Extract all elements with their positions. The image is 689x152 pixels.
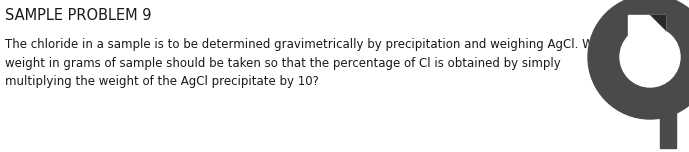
Circle shape: [620, 27, 680, 87]
Polygon shape: [628, 15, 665, 62]
Polygon shape: [649, 15, 665, 31]
Text: SAMPLE PROBLEM 9: SAMPLE PROBLEM 9: [5, 8, 152, 23]
Polygon shape: [660, 57, 676, 148]
Text: The chloride in a sample is to be determined gravimetrically by precipitation an: The chloride in a sample is to be determ…: [5, 38, 613, 88]
Polygon shape: [649, 15, 665, 31]
Circle shape: [588, 0, 689, 119]
